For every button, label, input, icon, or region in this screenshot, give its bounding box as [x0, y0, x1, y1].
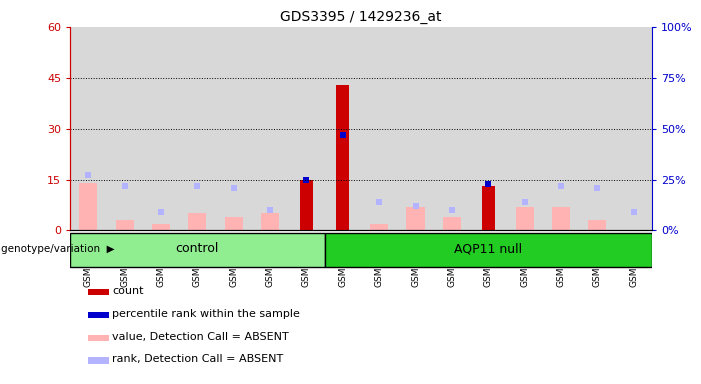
Text: value, Detection Call = ABSENT: value, Detection Call = ABSENT — [112, 332, 289, 342]
Text: percentile rank within the sample: percentile rank within the sample — [112, 309, 300, 319]
Bar — [216, 27, 252, 230]
Bar — [261, 214, 279, 230]
Bar — [579, 27, 615, 230]
Bar — [288, 27, 325, 230]
Bar — [189, 214, 207, 230]
Bar — [615, 27, 652, 230]
Bar — [107, 27, 143, 230]
Bar — [88, 334, 109, 341]
Bar — [443, 217, 461, 230]
Bar — [300, 180, 313, 230]
Bar — [552, 207, 570, 230]
Title: GDS3395 / 1429236_at: GDS3395 / 1429236_at — [280, 10, 442, 25]
Text: genotype/variation  ▶: genotype/variation ▶ — [1, 244, 114, 254]
Bar — [325, 233, 652, 267]
Bar — [370, 223, 388, 230]
Text: rank, Detection Call = ABSENT: rank, Detection Call = ABSENT — [112, 354, 283, 364]
Bar — [79, 183, 97, 230]
Bar — [482, 186, 495, 230]
Bar — [336, 84, 349, 230]
Bar — [252, 27, 288, 230]
Bar — [325, 27, 361, 230]
Bar — [588, 220, 606, 230]
Bar — [152, 223, 170, 230]
Text: count: count — [112, 286, 144, 296]
Bar — [70, 233, 325, 267]
Bar — [88, 312, 109, 318]
Bar — [515, 207, 533, 230]
Bar — [407, 207, 425, 230]
Bar — [543, 27, 579, 230]
Bar — [88, 358, 109, 364]
Bar — [88, 289, 109, 295]
Bar — [70, 27, 107, 230]
Bar — [397, 27, 434, 230]
Bar — [116, 220, 134, 230]
Bar — [143, 27, 179, 230]
Bar — [179, 27, 216, 230]
Text: control: control — [176, 242, 219, 255]
Bar — [224, 217, 243, 230]
Bar — [470, 27, 506, 230]
Bar — [361, 27, 397, 230]
Bar — [506, 27, 543, 230]
Text: AQP11 null: AQP11 null — [454, 242, 522, 255]
Bar — [434, 27, 470, 230]
